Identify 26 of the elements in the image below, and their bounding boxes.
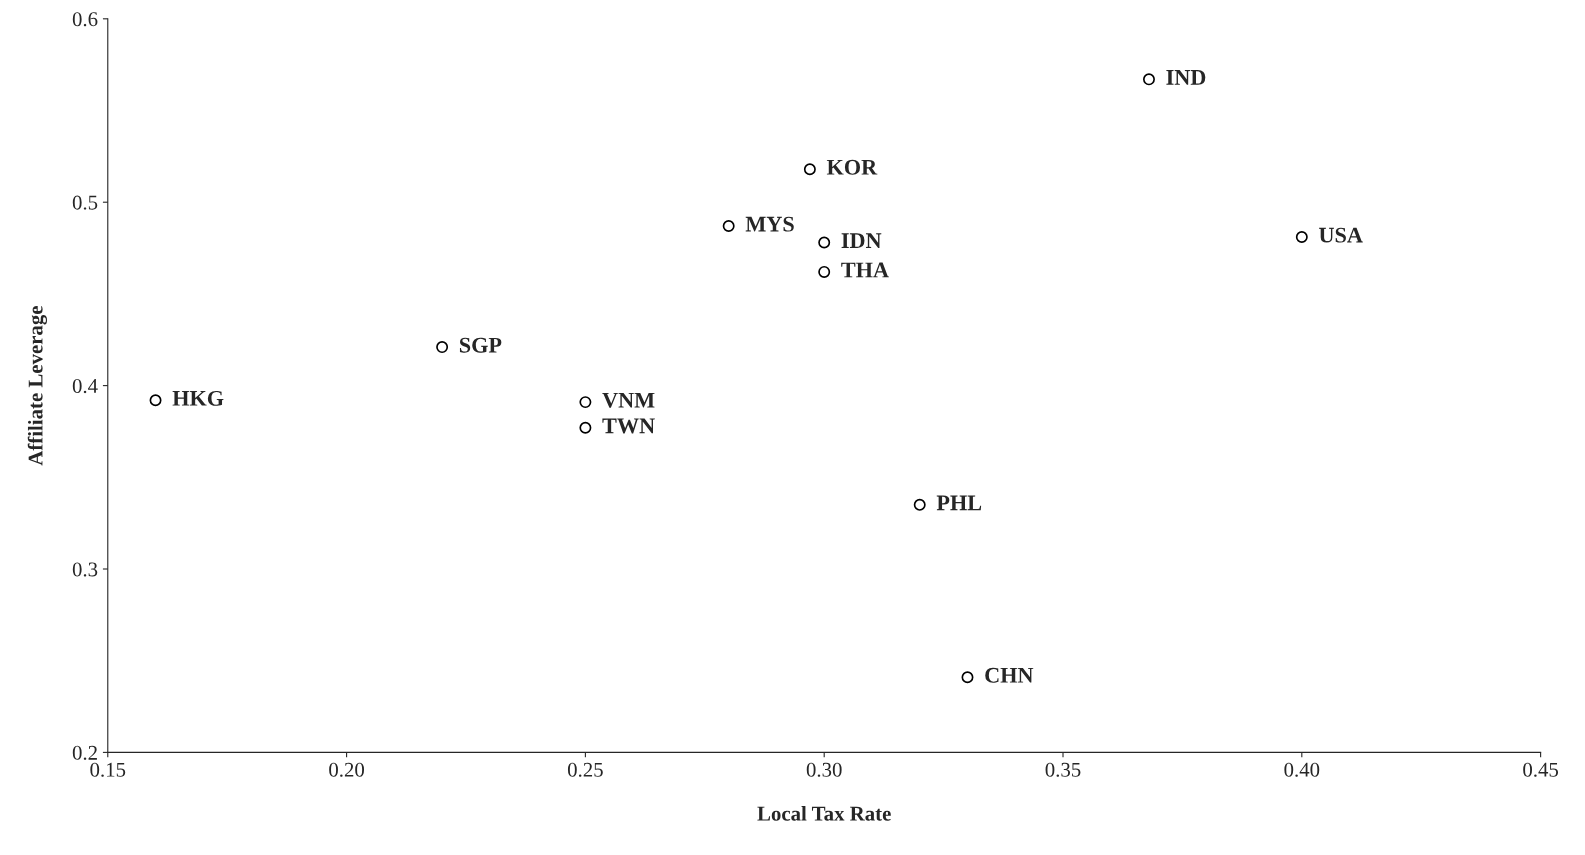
annotation: IDN: [841, 233, 882, 248]
annotation: CHN: [985, 667, 1034, 683]
annotation: MYS: [745, 216, 794, 232]
annotation: USA: [1319, 227, 1363, 243]
annotation: VNM: [602, 392, 655, 408]
x-tick-label: 0.25: [567, 762, 603, 777]
x-axis-title: Local Tax Rate: [757, 806, 891, 821]
x-tick-label: 0.30: [806, 762, 842, 777]
annotation: THA: [841, 262, 889, 278]
y-tick-label: 0.4: [72, 378, 98, 394]
annotation: SGP: [459, 337, 502, 353]
y-tick-label: 0.3: [72, 562, 98, 577]
annotation: KOR: [826, 159, 878, 175]
y-tick-label: 0.2: [72, 745, 97, 760]
annotation: HKG: [172, 390, 224, 406]
annotation: IND: [1166, 70, 1206, 85]
annotation: TWN: [602, 418, 655, 434]
y-axis-title: Affiliate Leverage: [27, 306, 48, 466]
y-tick-label: 0.5: [72, 195, 98, 210]
x-tick-label: 0.20: [329, 762, 365, 777]
y-tick-label: 0.6: [72, 12, 98, 27]
x-tick-label: 0.15: [90, 762, 126, 777]
annotation: PHL: [936, 495, 982, 511]
x-tick-label: 0.40: [1284, 762, 1320, 777]
x-tick-label: 0.45: [1523, 762, 1559, 777]
x-tick-label: 0.35: [1045, 762, 1081, 777]
